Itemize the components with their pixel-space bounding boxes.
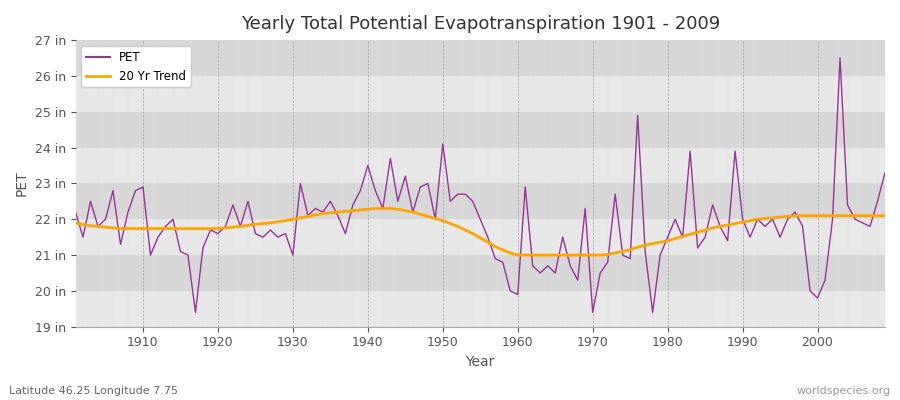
Bar (76, 184, 885, 219)
Bar (76, 76, 885, 112)
Bar (76, 148, 885, 184)
Y-axis label: PET: PET (15, 171, 29, 196)
X-axis label: Year: Year (465, 355, 495, 369)
Bar (76, 219, 885, 255)
Bar (76, 255, 885, 291)
Title: Yearly Total Potential Evapotranspiration 1901 - 2009: Yearly Total Potential Evapotranspiratio… (240, 15, 720, 33)
Legend: PET, 20 Yr Trend: PET, 20 Yr Trend (81, 46, 191, 87)
Text: Latitude 46.25 Longitude 7.75: Latitude 46.25 Longitude 7.75 (9, 386, 178, 396)
Text: worldspecies.org: worldspecies.org (796, 386, 891, 396)
Bar (76, 40, 885, 76)
Bar (76, 291, 885, 327)
Bar (76, 112, 885, 148)
